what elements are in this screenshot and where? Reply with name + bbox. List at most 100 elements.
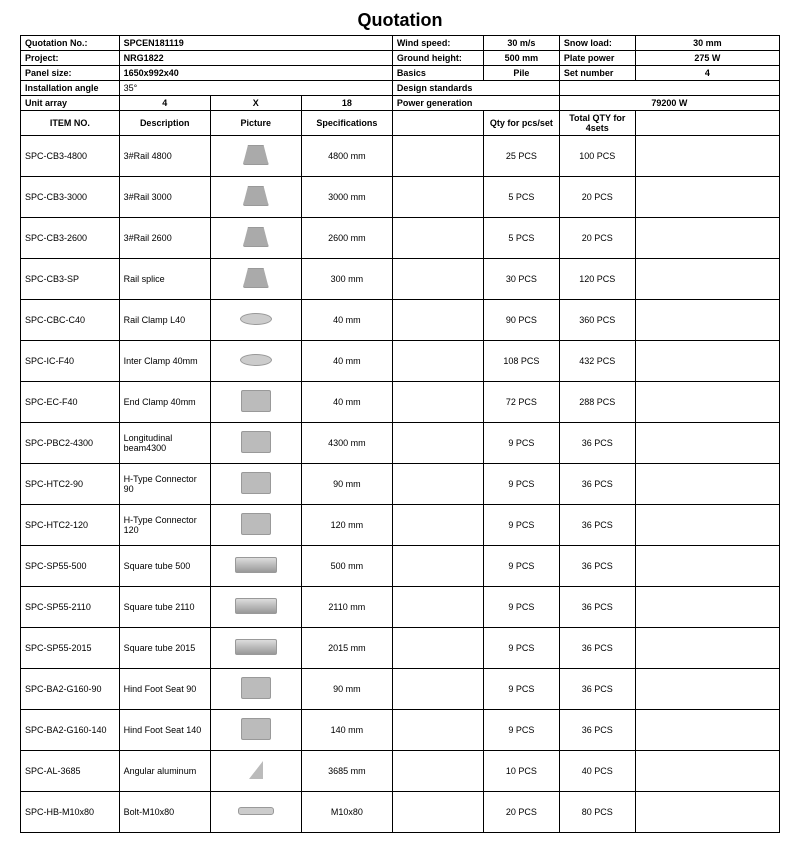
basics-label: Basics [392,66,483,81]
cell-qty: 20 PCS [483,792,559,833]
column-header-row: ITEM NO. Description Picture Specificati… [21,111,780,136]
cell-qty: 30 PCS [483,259,559,300]
cell-picture [210,710,301,751]
cell-last [635,300,779,341]
cell-total: 36 PCS [559,587,635,628]
cell-blank [392,300,483,341]
cell-spec: 90 mm [301,464,392,505]
cell-spec: 3685 mm [301,751,392,792]
hdr-row-2: Project: NRG1822 Ground height: 500 mm P… [21,51,780,66]
cell-qty: 9 PCS [483,464,559,505]
cell-qty: 9 PCS [483,546,559,587]
cell-total: 36 PCS [559,710,635,751]
cell-blank [392,218,483,259]
hdr-row-3: Panel size: 1650x992x40 Basics Pile Set … [21,66,780,81]
cell-desc: 3#Rail 4800 [119,136,210,177]
cell-spec: 120 mm [301,505,392,546]
cell-last [635,259,779,300]
cell-blank [392,136,483,177]
cell-item: SPC-SP55-2110 [21,587,120,628]
cell-last [635,136,779,177]
cell-blank [392,751,483,792]
col-spec: Specifications [301,111,392,136]
table-row: SPC-AL-3685Angular aluminum3685 mm10 PCS… [21,751,780,792]
cell-desc: H-Type Connector 90 [119,464,210,505]
cell-picture [210,341,301,382]
plate-label: Plate power [559,51,635,66]
cell-desc: End Clamp 40mm [119,382,210,423]
ground-value: 500 mm [483,51,559,66]
cell-picture [210,669,301,710]
cell-total: 120 PCS [559,259,635,300]
quotation-table: Quotation No.: SPCEN181119 Wind speed: 3… [20,35,780,833]
snow-label: Snow load: [559,36,635,51]
cell-blank [392,669,483,710]
cell-spec: M10x80 [301,792,392,833]
cell-item: SPC-CB3-4800 [21,136,120,177]
cell-total: 288 PCS [559,382,635,423]
cell-picture [210,300,301,341]
cell-item: SPC-IC-F40 [21,341,120,382]
cell-total: 100 PCS [559,136,635,177]
col-qtyper: Qty for pcs/set [483,111,559,136]
install-angle-value: 35° [119,81,392,96]
cell-picture [210,546,301,587]
cell-picture [210,136,301,177]
table-row: SPC-PBC2-4300Longitudinal beam43004300 m… [21,423,780,464]
cell-qty: 72 PCS [483,382,559,423]
design-label: Design standards [392,81,559,96]
cell-blank [392,546,483,587]
cell-last [635,218,779,259]
cell-desc: Bolt-M10x80 [119,792,210,833]
col-last [635,111,779,136]
cell-total: 40 PCS [559,751,635,792]
cell-item: SPC-AL-3685 [21,751,120,792]
cell-qty: 9 PCS [483,423,559,464]
cell-item: SPC-CBC-C40 [21,300,120,341]
cell-qty: 90 PCS [483,300,559,341]
cell-blank [392,628,483,669]
cell-desc: Angular aluminum [119,751,210,792]
table-row: SPC-CB3-SPRail splice300 mm30 PCS120 PCS [21,259,780,300]
power-value: 79200 W [559,96,779,111]
cell-spec: 2600 mm [301,218,392,259]
cell-blank [392,423,483,464]
unit-array-label: Unit array [21,96,120,111]
table-row: SPC-SP55-2015Square tube 20152015 mm9 PC… [21,628,780,669]
table-row: SPC-IC-F40Inter Clamp 40mm40 mm108 PCS43… [21,341,780,382]
cell-total: 36 PCS [559,464,635,505]
cell-spec: 300 mm [301,259,392,300]
cell-last [635,710,779,751]
ground-label: Ground height: [392,51,483,66]
cell-blank [392,382,483,423]
cell-desc: Square tube 2110 [119,587,210,628]
col-blank [392,111,483,136]
unit-array-b: 18 [301,96,392,111]
cell-last [635,751,779,792]
table-row: SPC-HTC2-90H-Type Connector 9090 mm9 PCS… [21,464,780,505]
cell-spec: 4800 mm [301,136,392,177]
panel-size-value: 1650x992x40 [119,66,392,81]
design-value [559,81,779,96]
cell-blank [392,587,483,628]
cell-total: 36 PCS [559,423,635,464]
cell-last [635,177,779,218]
cell-total: 36 PCS [559,505,635,546]
plate-value: 275 W [635,51,779,66]
set-value: 4 [635,66,779,81]
cell-picture [210,177,301,218]
unit-array-a: 4 [119,96,210,111]
cell-desc: Square tube 2015 [119,628,210,669]
cell-last [635,464,779,505]
cell-total: 36 PCS [559,628,635,669]
cell-desc: Inter Clamp 40mm [119,341,210,382]
cell-picture [210,423,301,464]
cell-total: 432 PCS [559,341,635,382]
cell-desc: Rail splice [119,259,210,300]
table-row: SPC-CB3-26003#Rail 26002600 mm5 PCS20 PC… [21,218,780,259]
cell-qty: 9 PCS [483,628,559,669]
cell-picture [210,505,301,546]
col-qtytotal: Total QTY for 4sets [559,111,635,136]
table-row: SPC-BA2-G160-140Hind Foot Seat 140140 mm… [21,710,780,751]
power-label: Power generation [392,96,559,111]
